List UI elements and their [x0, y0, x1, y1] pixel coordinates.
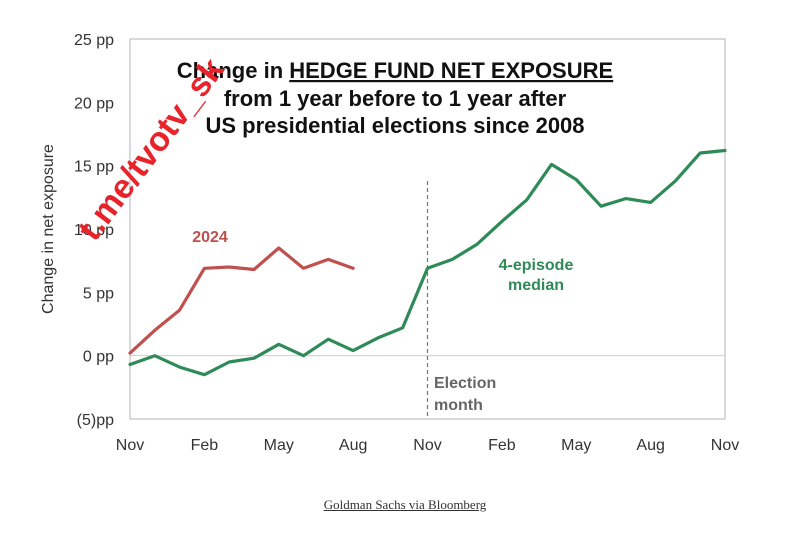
x-tick-label: Nov [413, 437, 441, 454]
x-tick-label: May [561, 437, 591, 454]
series-line-2024 [128, 246, 355, 355]
y-tick-label: 25 pp [74, 32, 114, 49]
watermark: t.me/tvotv_sk [71, 51, 232, 247]
y-tick-label: 5 pp [83, 285, 114, 302]
x-tick-label: Nov [711, 437, 739, 454]
y-tick-label: (5)pp [77, 412, 114, 429]
series-labels: 2024 4-episode median [192, 229, 573, 294]
chart-title-line-3: US presidential elections since 2008 [205, 113, 584, 138]
source-caption[interactable]: Goldman Sachs via Bloomberg [0, 497, 800, 513]
y-tick-label: 10 pp [74, 222, 114, 239]
chart-title-line-1: Change in HEDGE FUND NET EXPOSURE [177, 58, 613, 83]
x-tick-label: Feb [191, 437, 219, 454]
election-month-label: month [434, 397, 483, 414]
y-tick-label: 15 pp [74, 159, 114, 176]
chart-title: Change in HEDGE FUND NET EXPOSURE from 1… [177, 58, 613, 138]
y-tick-label: 20 pp [74, 95, 114, 112]
y-tick-label: 0 pp [83, 349, 114, 366]
series-label: 4-episode [499, 257, 574, 274]
series-layer [128, 148, 727, 377]
plot-area-frame [129, 38, 726, 420]
x-tick-label: Aug [636, 437, 664, 454]
series-line-median [128, 148, 727, 377]
y-tick-labels: 25 pp 20 pp 15 pp 10 pp 5 pp 0 pp (5)pp [74, 32, 114, 429]
chart-title-line-2: from 1 year before to 1 year after [224, 86, 567, 111]
chart-title-part-2: HEDGE FUND NET EXPOSURE [289, 58, 613, 83]
y-axis-label: Change in net exposure [40, 144, 57, 314]
source-link[interactable]: Goldman Sachs via Bloomberg [323, 497, 487, 512]
x-tick-label: Aug [339, 437, 367, 454]
series-label: 2024 [192, 229, 228, 246]
x-tick-labels: Nov Feb May Aug Nov Feb May Aug Nov [116, 437, 739, 454]
chart-title-part-1: Change in [177, 58, 289, 83]
x-tick-label: Nov [116, 437, 144, 454]
election-annotation: Election month [434, 375, 496, 414]
series-label: median [508, 277, 564, 294]
x-tick-label: Feb [488, 437, 516, 454]
x-tick-label: May [264, 437, 294, 454]
election-month-label: Election [434, 375, 496, 392]
